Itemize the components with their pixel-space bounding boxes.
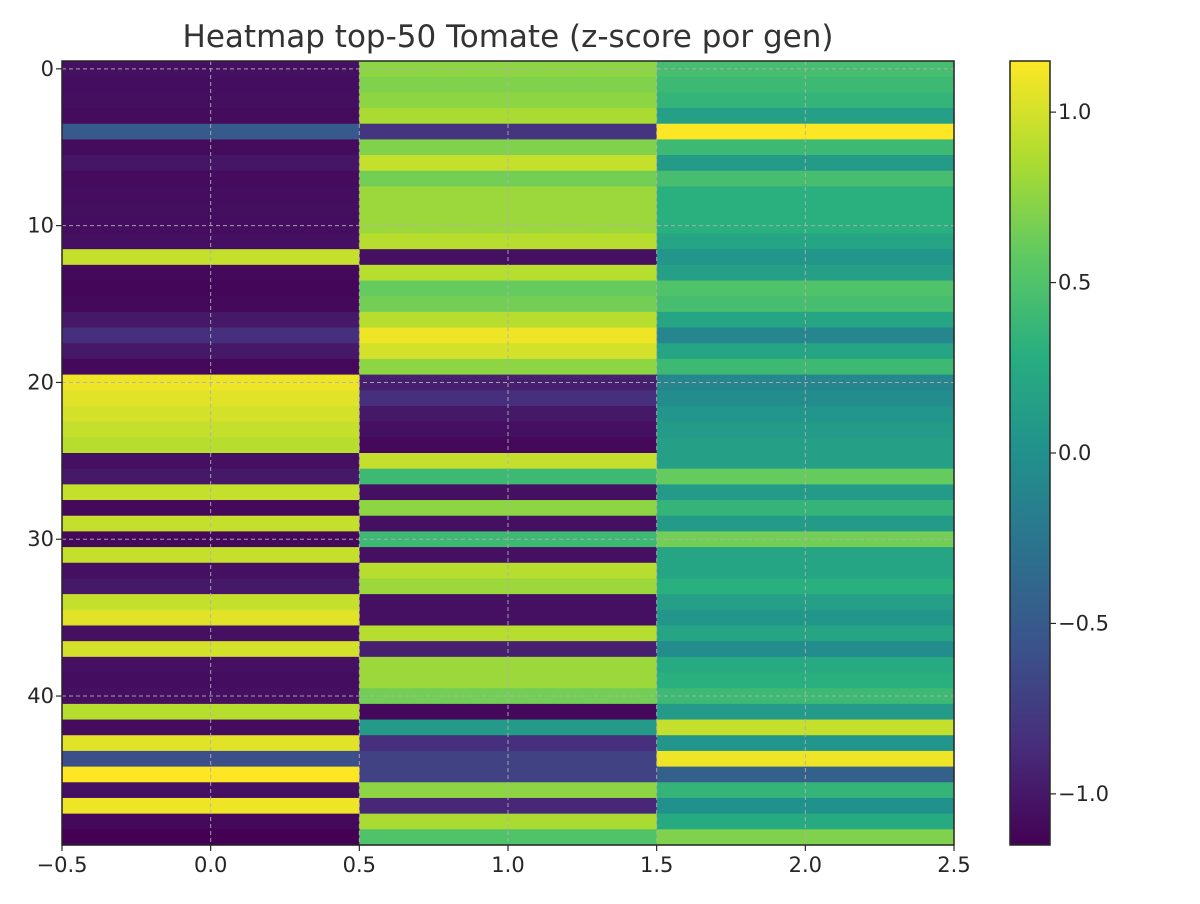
heatmap-cell-r28-c1 bbox=[359, 500, 658, 517]
heatmap-cell-r49-c2 bbox=[656, 829, 955, 846]
heatmap-cell-r3-c1 bbox=[359, 108, 658, 125]
heatmap-cell-r32-c0 bbox=[62, 562, 360, 580]
x-axis: −0.5 0.0 0.5 1.0 1.5 2.0 2.5 bbox=[37, 845, 971, 877]
heatmap-cell-r23-c2 bbox=[656, 421, 955, 438]
heatmap-cell-r6-c2 bbox=[656, 155, 955, 172]
heatmap-cell-r19-c0 bbox=[62, 358, 360, 376]
x-tick-label: 2.0 bbox=[789, 853, 822, 877]
y-tick-label: 30 bbox=[27, 527, 54, 551]
x-tick-label: 1.0 bbox=[491, 853, 524, 877]
x-tick-label: −0.5 bbox=[37, 853, 88, 877]
colorbar: 1.0 0.5 0.0 −0.5 −1.0 bbox=[1009, 60, 1109, 846]
y-tick-label: 20 bbox=[27, 370, 54, 394]
heatmap-cell-r32-c2 bbox=[656, 562, 955, 580]
heatmap-cell-r45-c0 bbox=[62, 766, 360, 783]
x-tick-label: 1.5 bbox=[640, 853, 673, 877]
heatmap-cell-r2-c2 bbox=[656, 92, 955, 109]
heatmap-cell-r32-c1 bbox=[359, 562, 658, 580]
heatmap-cell-r49-c0 bbox=[62, 829, 360, 846]
heatmap-cell-r6-c1 bbox=[359, 155, 658, 172]
heatmap-cell-r31-c0 bbox=[62, 547, 360, 564]
heatmap-cell-r6-c0 bbox=[62, 155, 360, 172]
heatmap-cell-r24-c2 bbox=[656, 437, 955, 454]
heatmap-cell-r48-c2 bbox=[656, 813, 955, 830]
heatmap-cell-r15-c0 bbox=[62, 296, 360, 313]
heatmap-cell-r7-c1 bbox=[359, 170, 658, 188]
heatmap-cell-r23-c1 bbox=[359, 421, 658, 438]
heatmap-cell-r2-c0 bbox=[62, 92, 360, 109]
heatmap-cell-r45-c1 bbox=[359, 766, 658, 783]
heatmap-cell-r11-c2 bbox=[656, 233, 955, 250]
y-axis: 0 10 20 30 40 bbox=[27, 57, 62, 708]
heatmap-cell-r11-c1 bbox=[359, 233, 658, 250]
heatmap-cell-r7-c2 bbox=[656, 170, 955, 188]
heatmap-cell-r36-c0 bbox=[62, 625, 360, 642]
heatmap-cell-r27-c1 bbox=[359, 484, 658, 501]
heatmap-cell-r31-c1 bbox=[359, 547, 658, 564]
heatmap-cell-r49-c1 bbox=[359, 829, 658, 846]
heatmap-cell-r27-c2 bbox=[656, 484, 955, 501]
colorbar-tick-label: 1.0 bbox=[1058, 100, 1091, 124]
colorbar-tick-label: −1.0 bbox=[1058, 782, 1109, 806]
heatmap-cell-r36-c1 bbox=[359, 625, 658, 642]
heatmap-cell-r15-c2 bbox=[656, 296, 955, 313]
heatmap-cell-r7-c0 bbox=[62, 170, 360, 188]
heatmap-cell-r48-c0 bbox=[62, 813, 360, 830]
heatmap-cell-r19-c1 bbox=[359, 358, 658, 376]
heatmap-cell-r24-c1 bbox=[359, 437, 658, 454]
heatmap-cell-r44-c2 bbox=[656, 750, 955, 768]
x-tick-label: 2.5 bbox=[937, 853, 970, 877]
heatmap-cell-r11-c0 bbox=[62, 233, 360, 250]
heatmap-cell-r48-c1 bbox=[359, 813, 658, 830]
heatmap-cell-r15-c1 bbox=[359, 296, 658, 313]
heatmap-cell-r28-c0 bbox=[62, 500, 360, 517]
heatmap-cell-r31-c2 bbox=[656, 547, 955, 564]
heatmap-cell-r28-c2 bbox=[656, 500, 955, 517]
y-tick-label: 40 bbox=[27, 684, 54, 708]
colorbar-tick-label: 0.5 bbox=[1058, 271, 1091, 295]
heatmap-cell-r2-c1 bbox=[359, 92, 658, 109]
heatmap-cell-r27-c0 bbox=[62, 484, 360, 501]
heatmap-cell-r45-c2 bbox=[656, 766, 955, 783]
heatmap-cell-r19-c2 bbox=[656, 358, 955, 376]
heatmap-cell-r3-c2 bbox=[656, 108, 955, 125]
colorbar-gradient bbox=[1009, 60, 1051, 846]
colorbar-tick-label: −0.5 bbox=[1058, 611, 1109, 635]
grid-lines bbox=[62, 61, 954, 845]
colorbar-tick-label: 0.0 bbox=[1058, 441, 1091, 465]
x-tick-label: 0.5 bbox=[343, 853, 376, 877]
heatmap-cell-r36-c2 bbox=[656, 625, 955, 642]
heatmap-cell-r23-c0 bbox=[62, 421, 360, 438]
chart-title: Heatmap top-50 Tomate (z-score por gen) bbox=[183, 19, 834, 55]
heatmap-cell-r44-c1 bbox=[359, 750, 658, 768]
x-tick-label: 0.0 bbox=[194, 853, 227, 877]
y-tick-label: 10 bbox=[27, 214, 54, 238]
heatmap-cell-r44-c0 bbox=[62, 750, 360, 768]
heatmap-cell-r3-c0 bbox=[62, 108, 360, 125]
heatmap-cell-r24-c0 bbox=[62, 437, 360, 454]
heatmap-cell-r40-c1 bbox=[359, 688, 658, 705]
y-tick-label: 0 bbox=[41, 57, 54, 81]
heatmap-cell-r20-c1 bbox=[359, 374, 658, 391]
